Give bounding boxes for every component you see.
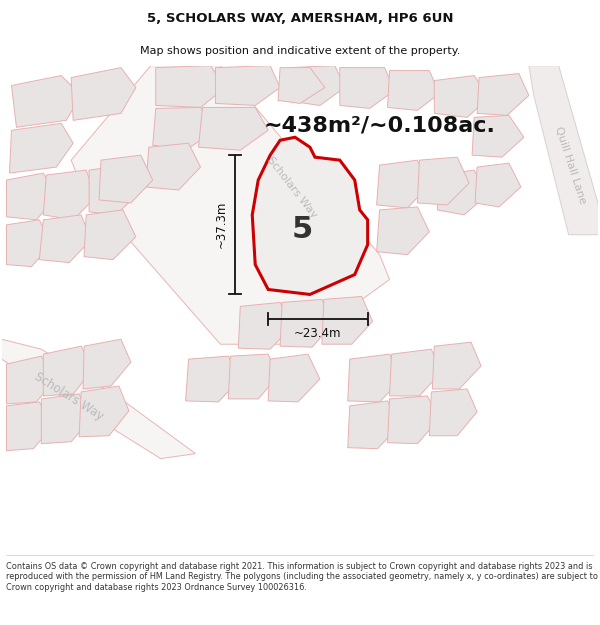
Polygon shape (377, 207, 430, 254)
Text: 5, SCHOLARS WAY, AMERSHAM, HP6 6UN: 5, SCHOLARS WAY, AMERSHAM, HP6 6UN (147, 12, 453, 25)
Polygon shape (340, 68, 395, 108)
Polygon shape (215, 66, 280, 106)
Polygon shape (7, 173, 56, 220)
Polygon shape (156, 66, 226, 108)
Polygon shape (71, 66, 389, 344)
Polygon shape (71, 68, 136, 121)
Polygon shape (278, 68, 325, 103)
Polygon shape (348, 354, 401, 402)
Text: Map shows position and indicative extent of the property.: Map shows position and indicative extent… (140, 46, 460, 56)
Polygon shape (475, 163, 521, 207)
Text: Quill Hall Lane: Quill Hall Lane (553, 125, 588, 205)
Polygon shape (529, 66, 598, 235)
Polygon shape (268, 354, 320, 402)
Polygon shape (472, 116, 524, 157)
Polygon shape (199, 107, 268, 150)
Polygon shape (389, 349, 441, 396)
Polygon shape (280, 299, 333, 347)
Polygon shape (434, 76, 489, 118)
Polygon shape (7, 356, 56, 404)
Polygon shape (252, 138, 368, 294)
Polygon shape (40, 215, 91, 262)
Text: ~37.3m: ~37.3m (215, 201, 228, 249)
Polygon shape (7, 220, 51, 267)
Polygon shape (377, 160, 430, 208)
Polygon shape (79, 386, 129, 437)
Text: Contains OS data © Crown copyright and database right 2021. This information is : Contains OS data © Crown copyright and d… (6, 562, 598, 591)
Text: Scholars Way: Scholars Way (265, 154, 319, 219)
Polygon shape (99, 155, 153, 203)
Polygon shape (388, 396, 439, 444)
Polygon shape (89, 165, 139, 215)
Polygon shape (11, 76, 81, 128)
Polygon shape (146, 143, 200, 190)
Text: ~23.4m: ~23.4m (294, 327, 341, 340)
Polygon shape (41, 394, 91, 444)
Polygon shape (2, 339, 196, 459)
Polygon shape (43, 346, 93, 396)
Polygon shape (418, 157, 469, 205)
Polygon shape (430, 389, 477, 436)
Polygon shape (437, 170, 487, 215)
Polygon shape (153, 107, 215, 150)
Polygon shape (229, 354, 278, 399)
Polygon shape (322, 296, 373, 344)
Polygon shape (10, 123, 73, 173)
Polygon shape (7, 402, 53, 451)
Polygon shape (43, 170, 96, 220)
Text: ~438m²/~0.108ac.: ~438m²/~0.108ac. (263, 116, 496, 136)
Polygon shape (388, 71, 439, 111)
Polygon shape (477, 74, 529, 116)
Polygon shape (433, 342, 481, 389)
Polygon shape (83, 339, 131, 389)
Text: Scholars Way: Scholars Way (32, 369, 106, 423)
Polygon shape (238, 302, 292, 349)
Text: 5: 5 (292, 215, 313, 244)
Polygon shape (185, 356, 241, 402)
Polygon shape (285, 66, 345, 106)
Polygon shape (348, 401, 400, 449)
Polygon shape (84, 210, 136, 259)
